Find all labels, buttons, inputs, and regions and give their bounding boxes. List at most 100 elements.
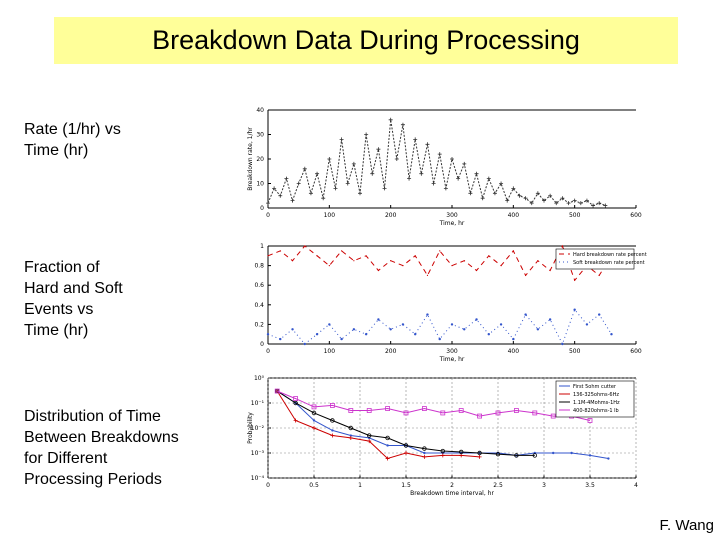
label-fraction-hard-soft: Fraction of Hard and Soft Events vs Time… [24, 259, 123, 339]
series-line [277, 390, 591, 421]
y-tick-label: 0 [260, 341, 264, 348]
data-point [394, 157, 399, 161]
data-point [366, 408, 372, 413]
data-point [532, 453, 537, 458]
data-point [477, 450, 482, 456]
data-point [279, 337, 282, 341]
data-point [426, 313, 429, 316]
data-point [330, 433, 335, 438]
data-point [505, 198, 510, 203]
data-point [561, 245, 563, 247]
y-tick-label: 10 [256, 181, 264, 188]
data-point [535, 191, 540, 196]
y-tick-label: 1 [260, 243, 264, 250]
data-point [290, 198, 295, 203]
chart-distribution: 0 0.5 1 1.5 2 2.5 3 3.5 4 10⁰ 10⁻¹ 10⁻² 10⁻³ 10⁻⁴ Brea… [238, 372, 648, 504]
data-point [348, 408, 354, 413]
data-point [421, 406, 427, 411]
x-tick-label: 300 [446, 348, 458, 355]
data-point [597, 201, 602, 206]
data-point [458, 449, 464, 455]
data-point [573, 308, 576, 311]
x-axis-label: Breakdown time interval, hr [410, 490, 494, 497]
data-point [353, 260, 355, 262]
data-point [572, 198, 577, 203]
data-point [413, 137, 418, 142]
data-point [488, 255, 490, 257]
data-point [377, 269, 379, 272]
data-point [279, 250, 281, 252]
data-point [311, 410, 317, 416]
data-point [588, 454, 592, 457]
data-point [523, 196, 528, 201]
data-point [463, 328, 466, 331]
data-point [462, 161, 467, 166]
data-point [403, 410, 409, 416]
data-point [403, 443, 409, 448]
data-point [291, 328, 294, 331]
data-point [348, 425, 353, 431]
y-tick-label: 0.2 [254, 321, 264, 328]
data-point [316, 255, 318, 257]
data-point [542, 198, 546, 203]
data-point [366, 433, 372, 438]
series-line [276, 390, 480, 460]
data-point [511, 186, 516, 191]
data-point [468, 191, 473, 196]
legend-label: 136-325ohms-6Hz [573, 392, 619, 398]
data-point [499, 181, 504, 186]
data-point [437, 152, 442, 157]
data-point [495, 410, 501, 416]
data-point [425, 142, 430, 147]
legend-box [555, 248, 635, 270]
data-point [275, 389, 280, 394]
legend-label: 1.1M-4Mohms-1Hz [573, 400, 620, 406]
data-point [400, 122, 405, 127]
data-point [585, 323, 589, 326]
data-point [291, 260, 294, 262]
y-tick-label: 0.6 [254, 282, 264, 289]
x-tick-label: 300 [446, 212, 458, 219]
data-point [548, 193, 553, 198]
x-tick-label: 0 [266, 212, 270, 219]
data-point [293, 418, 298, 423]
data-point [610, 333, 613, 336]
data-point [348, 435, 353, 440]
data-point [549, 269, 551, 272]
legend-label: 400-820ohms-1 lb [573, 408, 619, 414]
data-point [440, 410, 446, 416]
chart-rate-svg: 0 100 200 300 400 500 600 0 10 20 30 40 Time, hr Brea… [247, 107, 642, 227]
data-point [367, 439, 372, 444]
y-tick-label: 0.8 [254, 263, 264, 270]
data-point [328, 323, 331, 326]
data-point [550, 413, 556, 419]
data-point [584, 198, 589, 203]
series-line [267, 244, 612, 282]
chart-rate: 0 100 200 300 400 500 600 0 10 20 30 40 Time, hr Brea… [238, 102, 648, 232]
data-point [451, 265, 453, 267]
data-point [514, 453, 519, 458]
chart-fraction-svg: 0 100 200 300 400 500 600 0 0.2 0.4 0.6 0.8 1 Time, h… [254, 243, 647, 363]
legend-label: Hard breakdown rate percent [573, 252, 647, 258]
data-point [422, 454, 427, 459]
author-footer: F. Wang [659, 517, 714, 534]
y-tick-label: 40 [256, 107, 264, 114]
data-point [404, 451, 408, 455]
data-point [308, 191, 313, 196]
label-distribution: Distribution of Time Between Breakdowns … [24, 408, 179, 488]
data-point [517, 193, 522, 198]
data-point [574, 279, 576, 281]
data-point [376, 147, 381, 152]
data-point [303, 342, 306, 346]
series-line [276, 390, 535, 456]
data-point [293, 396, 298, 401]
legend-box [555, 380, 635, 418]
x-tick-label: 600 [630, 212, 642, 219]
y-tick-label: 0 [260, 205, 264, 212]
data-point [351, 161, 356, 166]
data-point [331, 429, 334, 432]
y-tick-label: 10⁻¹ [251, 400, 265, 407]
data-point [603, 203, 608, 208]
data-point [500, 265, 502, 267]
data-point [486, 176, 491, 181]
